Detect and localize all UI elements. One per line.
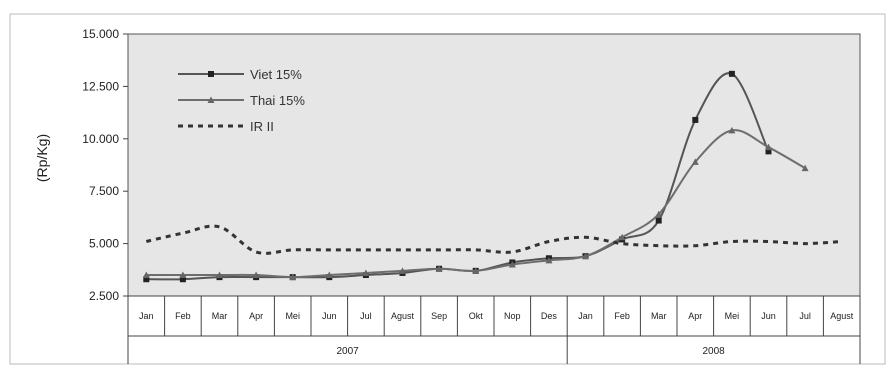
data-point [655, 210, 663, 218]
y-tick-label: 15.000 [82, 27, 119, 41]
x-tick-label: Feb [175, 311, 191, 321]
x-tick-label: Jan [578, 311, 593, 321]
data-point [728, 70, 735, 77]
data-point [289, 273, 297, 281]
data-point [325, 271, 333, 279]
data-point [435, 265, 443, 272]
legend-label: Thai 15% [250, 93, 305, 108]
y-tick-label: 10.000 [82, 132, 119, 146]
data-point [216, 271, 223, 279]
data-point [801, 164, 809, 172]
y-tick-label: 12.500 [82, 79, 119, 93]
data-point [472, 267, 480, 274]
y-tick-label: 5.000 [89, 237, 119, 251]
series-line-2 [145, 224, 842, 255]
x-tick-label: Agust [391, 311, 415, 321]
data-point [179, 276, 186, 283]
data-point [728, 126, 736, 134]
x-tick-label: Apr [688, 311, 702, 321]
y-tick-label: 2.500 [89, 289, 119, 303]
legend: Viet 15% Thai 15% IR II [178, 67, 305, 134]
data-point [142, 271, 150, 279]
data-point [179, 271, 187, 279]
data-point [765, 148, 772, 155]
legend-marker [208, 71, 214, 77]
x-tick-label: Mei [285, 311, 300, 321]
data-point [545, 256, 553, 264]
legend-marker [207, 96, 215, 103]
x-tick-label: Apr [249, 311, 263, 321]
x-tick-label: Des [541, 311, 558, 321]
data-point [692, 116, 699, 123]
x-tick-label: Okt [469, 311, 484, 321]
data-point [655, 217, 662, 224]
x-tick-label: Jan [139, 311, 154, 321]
x-tick-label: Mar [651, 311, 667, 321]
x-tick-label: Jul [799, 311, 811, 321]
x-tick-label: Mar [212, 311, 228, 321]
data-point [618, 233, 626, 241]
x-tick-label: Sep [431, 311, 447, 321]
plot-background [127, 33, 861, 297]
data-point [691, 158, 699, 165]
legend-label: Viet 15% [250, 67, 302, 82]
x-tick-label: Nop [504, 311, 521, 321]
data-point [362, 269, 370, 276]
legend-label: IR II [250, 119, 274, 134]
plot-area: 2.500 5.000 7.500 10.000 12.500 15.000 Jan Feb M… [82, 27, 861, 364]
data-point [508, 261, 516, 268]
year-label: 2007 [336, 346, 359, 357]
data-point [252, 271, 260, 279]
x-tick-label: Mei [725, 311, 740, 321]
x-tick-label: Feb [614, 311, 630, 321]
y-tick-label: 7.500 [89, 184, 119, 198]
x-tick-label: Agust [830, 311, 854, 321]
year-label: 2008 [702, 346, 725, 357]
x-tick-label: Jun [761, 311, 776, 321]
outer-frame [9, 13, 886, 365]
x-tick-label: Jul [360, 311, 372, 321]
y-axis-label: (Rp/Kg) [34, 134, 50, 182]
data-point [582, 252, 589, 260]
data-point [765, 143, 772, 151]
data-point [143, 276, 150, 283]
data-point [399, 267, 406, 274]
x-tick-label: Jun [322, 311, 337, 321]
